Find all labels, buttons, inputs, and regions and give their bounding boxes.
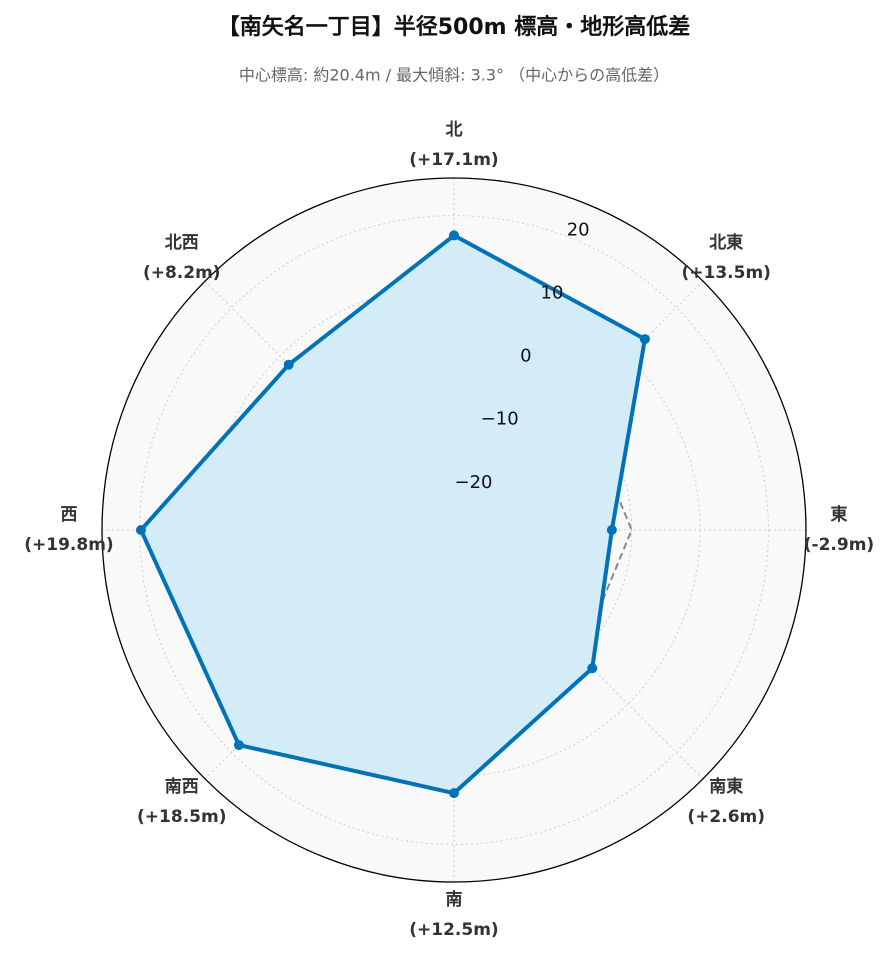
value-label: (+19.8m) [24,535,113,555]
series-area [140,235,645,794]
chart-title: 【南矢名一丁目】半径500m 標高・地形高低差 [218,14,691,40]
radial-tick-label: −20 [455,472,493,493]
category-label: 東 [831,504,848,525]
category-label: 南東 [709,776,743,797]
chart-subtitle: 中心標高: 約20.4m / 最大傾斜: 3.3° （中心からの高低差） [239,66,669,85]
data-point [449,230,459,241]
value-label: (+18.5m) [137,807,226,827]
category-label: 北 [446,120,463,140]
value-label: (+8.2m) [143,263,221,283]
data-point [283,359,294,370]
radial-tick-label: 20 [567,219,590,240]
value-label: (-2.9m) [804,535,874,555]
category-label: 西 [61,505,78,525]
value-label: (+13.5m) [682,263,771,283]
outer-ring [101,177,807,883]
category-label: 北西 [165,233,199,253]
data-point [606,525,617,535]
value-label: (+12.5m) [409,920,498,940]
grid-circle [139,215,769,845]
data-point [233,740,244,751]
category-label: 北東 [709,232,743,253]
data-point [449,788,459,799]
radial-tick-label: 0 [520,346,531,367]
data-point [639,334,650,345]
data-point [135,525,146,535]
grid-circle [275,351,633,709]
category-label: 南西 [165,776,199,797]
value-label: (+17.1m) [409,150,498,170]
value-label: (+2.6m) [687,807,765,827]
radial-tick-label: −10 [481,409,519,430]
category-label: 南 [446,889,463,910]
radial-tick-label: 10 [541,282,564,303]
data-point [587,663,598,674]
